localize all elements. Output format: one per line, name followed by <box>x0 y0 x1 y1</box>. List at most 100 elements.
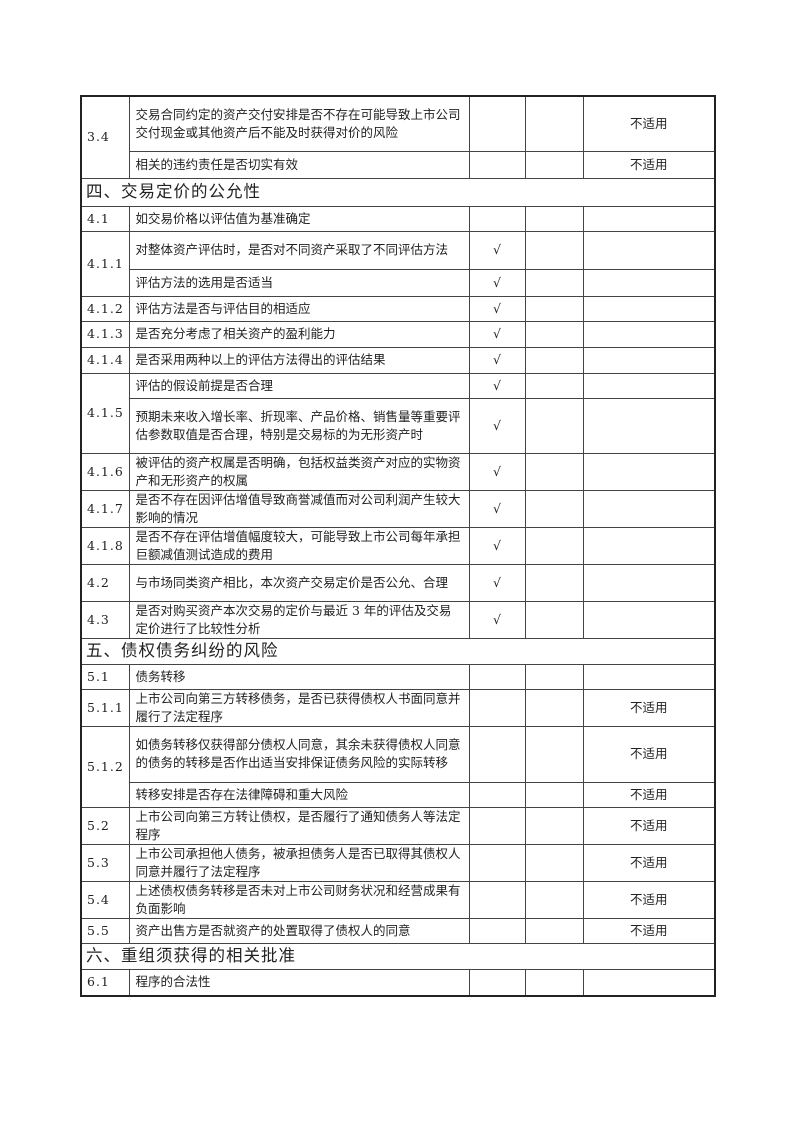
item-number: 6.1 <box>80 968 130 997</box>
check-column-3: √ <box>468 372 526 399</box>
item-number: 4.1.3 <box>80 320 130 348</box>
item-description: 是否充分考虑了相关资产的盈利能力 <box>128 320 470 348</box>
table-row: 4.1.1 对整体资产评估时，是否对不同资产采取了不同评估方法 √ <box>80 230 716 297</box>
check-column-3: √ <box>468 295 526 322</box>
check-column-4 <box>524 295 584 322</box>
item-number: 5.1 <box>80 663 130 690</box>
table-row: 5.5 资产出售方是否就资产的处置取得了债权人的同意 不适用 <box>80 917 716 944</box>
table-row: 4.1.2 评估方法是否与评估目的相适应 √ <box>80 295 716 322</box>
check-column-4 <box>524 320 584 348</box>
item-number: 5.1.2 <box>80 725 130 808</box>
check-column-4 <box>524 806 584 845</box>
item-number: 5.3 <box>80 843 130 882</box>
table-row: 4.3 是否对购买资产本次交易的定价与最近 3 年的评估及交易定价进行了比较性分析… <box>80 600 716 639</box>
section-header-row: 六、重组须获得的相关批准 <box>80 942 716 970</box>
remark-column: 不适用 <box>582 688 716 727</box>
item-number: 3.4 <box>80 95 130 179</box>
check-column-3: √ <box>468 563 526 602</box>
item-number: 5.1.1 <box>80 688 130 727</box>
check-column-3: √ <box>468 600 526 639</box>
remark-column <box>582 320 716 348</box>
remark-column <box>582 600 716 639</box>
remark-column: 不适用 <box>582 781 716 808</box>
item-description: 上市公司承担他人债务，被承担债务人是否已取得其债权人同意并履行了法定程序 <box>128 843 470 882</box>
item-description: 交易合同约定的资产交付安排是否不存在可能导致上市公司交付现金或其他资产后不能及时… <box>128 95 470 152</box>
table-row: 相关的违约责任是否切实有效 不适用 <box>81 150 716 179</box>
item-description: 预期未来收入增长率、折现率、产品价格、销售量等重要评估参数取值是否合理，特别是交… <box>128 397 470 454</box>
check-column-3 <box>468 205 526 232</box>
item-number: 4.1.7 <box>80 489 130 528</box>
table-row: 4.1.5 评估的假设前提是否合理 √ <box>80 372 716 454</box>
item-number: 4.1.1 <box>80 230 130 297</box>
item-description: 评估的假设前提是否合理 <box>128 372 470 399</box>
check-column-3: √ <box>468 268 526 297</box>
check-column-4 <box>524 600 584 639</box>
remark-column <box>582 205 716 232</box>
check-column-3: √ <box>468 230 526 270</box>
remark-column <box>582 663 716 690</box>
table-row: 3.4 交易合同约定的资产交付安排是否不存在可能导致上市公司交付现金或其他资产后不… <box>80 95 716 179</box>
check-column-3 <box>468 663 526 690</box>
item-description: 债务转移 <box>128 663 470 690</box>
item-description: 上述债权债务转移是否未对上市公司财务状况和经营成果有负面影响 <box>128 880 470 919</box>
item-number: 4.3 <box>80 600 130 639</box>
item-description: 上市公司向第三方转让债权，是否履行了通知债务人等法定程序 <box>128 806 470 845</box>
table-row: 4.1.7 是否不存在因评估增值导致商誉减值而对公司利润产生较大影响的情况 √ <box>80 489 716 528</box>
check-column-3: √ <box>468 397 526 454</box>
check-column-3 <box>468 880 526 919</box>
remark-column <box>582 563 716 602</box>
check-column-4 <box>524 725 584 783</box>
remark-column <box>582 230 716 270</box>
remark-column: 不适用 <box>582 725 716 783</box>
item-description: 上市公司向第三方转移债务，是否已获得债权人书面同意并履行了法定程序 <box>128 688 470 727</box>
check-column-4 <box>524 880 584 919</box>
item-number: 4.2 <box>80 563 130 602</box>
item-description: 是否不存在评估增值幅度较大，可能导致上市公司每年承担巨额减值测试造成的费用 <box>128 526 470 565</box>
check-column-3 <box>468 917 526 944</box>
item-description: 对整体资产评估时，是否对不同资产采取了不同评估方法 <box>128 230 470 270</box>
item-number: 4.1.5 <box>80 372 130 454</box>
remark-column <box>582 372 716 399</box>
remark-column: 不适用 <box>582 95 716 152</box>
table-row: 5.4 上述债权债务转移是否未对上市公司财务状况和经营成果有负面影响 不适用 <box>80 880 716 919</box>
check-column-3 <box>468 781 526 808</box>
item-description: 相关的违约责任是否切实有效 <box>128 150 470 179</box>
remark-column: 不适用 <box>582 917 716 944</box>
remark-column: 不适用 <box>582 806 716 845</box>
section-title: 四、交易定价的公允性 <box>80 177 716 207</box>
check-column-4 <box>524 95 584 152</box>
check-column-3 <box>468 95 526 152</box>
remark-column <box>582 295 716 322</box>
item-description: 评估方法是否与评估目的相适应 <box>128 295 470 322</box>
table-row: 6.1 程序的合法性 <box>80 968 716 997</box>
item-description: 如债务转移仅获得部分债权人同意，其余未获得债权人同意的债务的转移是否作出适当安排… <box>128 725 470 783</box>
table-row: 4.1.4 是否采用两种以上的评估方法得出的评估结果 √ <box>80 346 716 374</box>
check-column-4 <box>524 397 584 454</box>
item-description: 是否对购买资产本次交易的定价与最近 3 年的评估及交易定价进行了比较性分析 <box>128 600 470 639</box>
check-column-4 <box>524 230 584 270</box>
check-column-4 <box>524 489 584 528</box>
table-row: 4.1 如交易价格以评估值为基准确定 <box>80 205 716 232</box>
remark-column: 不适用 <box>582 150 716 179</box>
remark-column <box>582 268 716 297</box>
check-column-4 <box>524 205 584 232</box>
table-row: 预期未来收入增长率、折现率、产品价格、销售量等重要评估参数取值是否合理，特别是交… <box>81 397 716 454</box>
check-column-4 <box>524 372 584 399</box>
item-number: 5.4 <box>80 880 130 919</box>
item-description: 资产出售方是否就资产的处置取得了债权人的同意 <box>128 917 470 944</box>
check-column-3 <box>468 806 526 845</box>
check-column-4 <box>524 563 584 602</box>
check-column-3 <box>468 688 526 727</box>
item-number: 5.2 <box>80 806 130 845</box>
check-column-3: √ <box>468 346 526 374</box>
table-row: 4.2 与市场同类资产相比，本次资产交易定价是否公允、合理 √ <box>80 563 716 602</box>
item-description: 是否采用两种以上的评估方法得出的评估结果 <box>128 346 470 374</box>
item-number: 4.1.4 <box>80 346 130 374</box>
check-column-4 <box>524 781 584 808</box>
table-row: 5.2 上市公司向第三方转让债权，是否履行了通知债务人等法定程序 不适用 <box>80 806 716 845</box>
table-row: 5.1.2 如债务转移仅获得部分债权人同意，其余未获得债权人同意的债务的转移是否作… <box>80 725 716 808</box>
check-column-4 <box>524 452 584 491</box>
check-column-3 <box>468 150 526 179</box>
item-description: 转移安排是否存在法律障碍和重大风险 <box>128 781 470 808</box>
check-column-4 <box>524 843 584 882</box>
